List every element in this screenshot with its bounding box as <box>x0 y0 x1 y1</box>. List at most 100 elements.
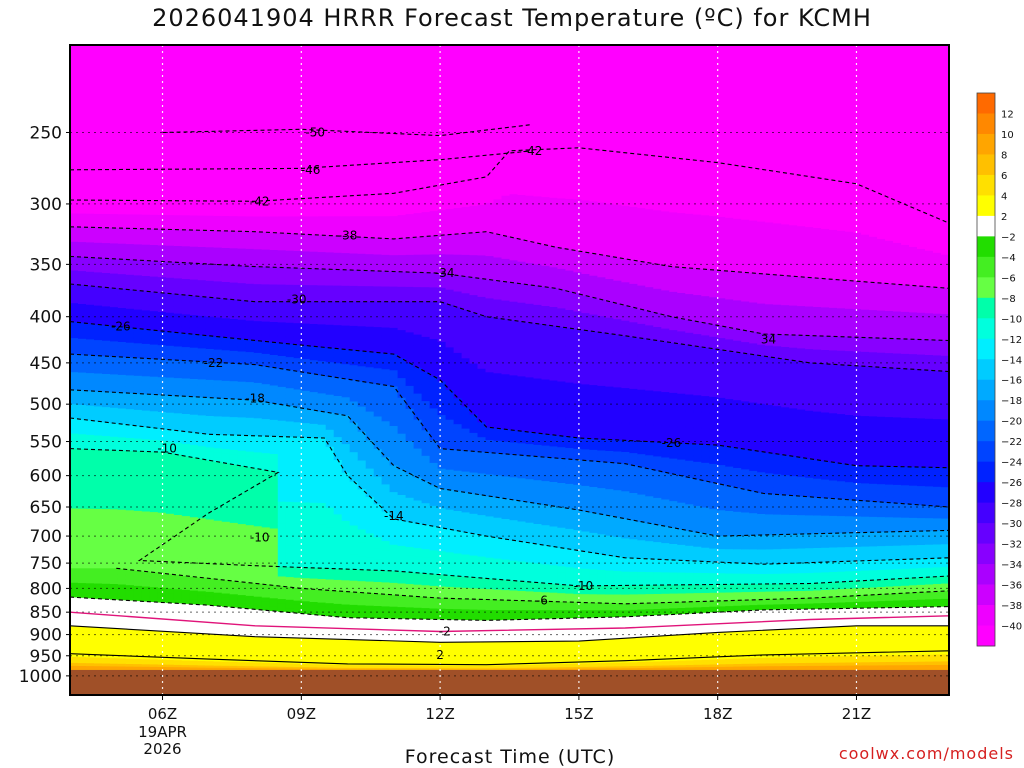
field-cell <box>373 448 383 459</box>
field-cell <box>125 284 135 291</box>
field-cell <box>421 447 431 457</box>
field-cell <box>133 610 143 617</box>
field-cell <box>94 573 103 580</box>
field-cell <box>357 581 367 586</box>
field-cell <box>397 286 407 293</box>
field-cell <box>173 360 183 367</box>
field-cell <box>229 342 239 348</box>
field-cell <box>437 543 447 552</box>
field-cell <box>189 445 199 450</box>
field-cell <box>317 642 327 648</box>
field-cell <box>269 602 279 608</box>
field-cell <box>453 638 463 643</box>
field-cell <box>277 607 287 613</box>
field-cell <box>317 269 327 276</box>
field-cell <box>213 304 223 312</box>
field-cell <box>237 363 247 371</box>
field-cell <box>253 662 263 666</box>
field-cell <box>333 160 343 167</box>
field-cell <box>149 652 159 658</box>
field-cell <box>381 183 391 190</box>
field-cell <box>133 353 143 359</box>
field-cell <box>110 658 119 662</box>
field-cell <box>301 437 311 460</box>
field-cell <box>181 378 191 385</box>
field-cell <box>94 157 103 165</box>
field-cell <box>237 461 247 467</box>
field-cell <box>309 246 319 253</box>
field-cell <box>389 255 399 262</box>
field-cell <box>221 305 231 313</box>
field-cell <box>125 302 135 310</box>
field-cell <box>349 253 359 260</box>
field-cell <box>78 607 87 613</box>
field-cell <box>229 294 239 301</box>
field-cell <box>437 608 447 613</box>
field-cell <box>293 301 303 310</box>
field-cell <box>261 211 271 218</box>
field-cell <box>78 583 87 589</box>
field-cell <box>277 296 287 303</box>
field-cell <box>341 59 351 75</box>
field-cell <box>125 274 135 281</box>
field-cell <box>221 282 231 289</box>
field-cell <box>165 657 175 661</box>
field-cell <box>253 308 263 316</box>
field-cell <box>141 228 151 235</box>
field-cell <box>70 418 79 425</box>
field-cell <box>110 258 119 265</box>
field-cell <box>117 437 127 443</box>
field-cell <box>405 363 415 372</box>
field-cell <box>181 419 191 427</box>
field-cell <box>189 613 199 620</box>
field-cell <box>413 272 423 278</box>
field-cell <box>269 442 279 449</box>
field-cell <box>397 339 407 350</box>
field-cell <box>205 215 215 222</box>
field-cell <box>437 267 447 274</box>
field-cell <box>309 87 319 103</box>
field-cell <box>437 612 447 617</box>
field-cell <box>429 534 439 543</box>
field-cell <box>141 571 151 578</box>
field-cell <box>333 209 343 217</box>
field-cell <box>453 154 463 159</box>
field-cell <box>189 225 199 231</box>
field-cell <box>293 437 303 460</box>
field-cell <box>373 589 383 595</box>
field-cell <box>405 481 415 491</box>
field-cell <box>269 315 279 323</box>
field-cell <box>365 343 375 353</box>
field-cell <box>309 622 319 628</box>
field-cell <box>349 275 359 282</box>
field-cell <box>341 364 351 370</box>
field-cell <box>157 377 167 384</box>
field-cell <box>365 209 375 217</box>
field-cell <box>269 267 279 274</box>
field-cell <box>301 142 311 150</box>
field-cell <box>221 156 231 164</box>
field-cell <box>389 492 399 502</box>
field-cell <box>333 176 343 182</box>
field-cell <box>70 190 79 196</box>
field-cell <box>325 280 335 287</box>
field-cell <box>181 74 191 90</box>
field-cell <box>437 241 447 249</box>
field-cell <box>453 118 463 135</box>
field-cell <box>405 521 415 531</box>
field-cell <box>205 353 215 359</box>
field-cell <box>133 270 143 276</box>
field-cell <box>70 261 79 267</box>
field-cell <box>429 657 439 662</box>
field-cell <box>94 426 103 432</box>
field-cell <box>389 598 399 604</box>
field-cell <box>317 240 327 247</box>
field-cell <box>237 599 247 605</box>
field-cell <box>213 131 223 139</box>
field-cell <box>78 468 87 490</box>
field-cell <box>301 216 311 223</box>
field-cell <box>237 375 247 383</box>
field-cell <box>357 640 367 645</box>
field-cell <box>125 381 135 388</box>
field-cell <box>229 211 239 217</box>
